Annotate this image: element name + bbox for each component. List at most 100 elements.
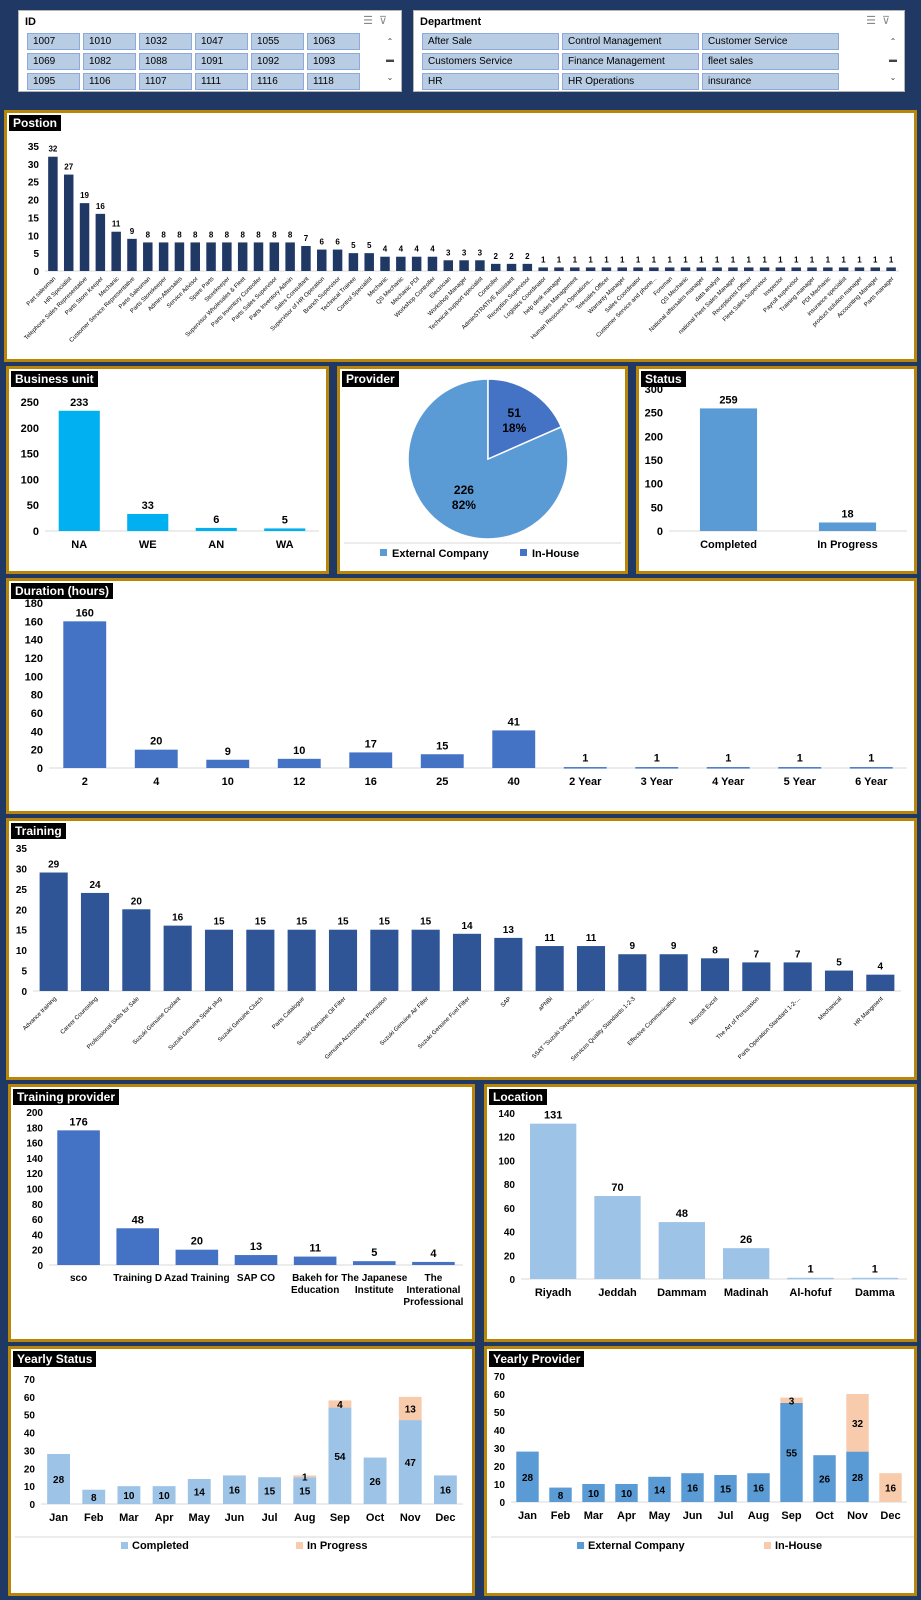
department-slicer-title: Department bbox=[420, 16, 482, 28]
data-label: 1 bbox=[636, 255, 641, 264]
location-panel: Location 0 20 40 60 80 100 120 140 131 Riyadh 70 Je… bbox=[484, 1084, 917, 1342]
department-slicer-item[interactable]: Customers Service bbox=[422, 53, 559, 70]
id-slicer: ID ☰⊽ 1007 1010 1032 1047 1055 1063 1069 1082 10… bbox=[18, 10, 402, 92]
id-slicer-item[interactable]: 1055 bbox=[251, 33, 304, 50]
id-slicer-item[interactable]: 1106 bbox=[83, 73, 136, 90]
department-slicer-item[interactable]: insurance bbox=[702, 73, 839, 90]
id-slicer-item[interactable]: 1092 bbox=[251, 53, 304, 70]
bar-series1 bbox=[681, 1473, 704, 1502]
category-label: Parts Catalogue bbox=[271, 996, 306, 1031]
department-slicer-item[interactable]: Control Management bbox=[562, 33, 699, 50]
department-slicer-item[interactable]: Finance Management bbox=[562, 53, 699, 70]
bar bbox=[58, 410, 100, 531]
id-slicer-item[interactable]: 1082 bbox=[83, 53, 136, 70]
multi-select-icon[interactable]: ☰ bbox=[866, 15, 882, 27]
bar bbox=[158, 242, 169, 271]
data-label: 2 bbox=[509, 252, 514, 261]
y-tick-label: 15 bbox=[28, 213, 40, 224]
bar bbox=[127, 513, 169, 531]
clear-filter-icon[interactable]: ⊽ bbox=[378, 15, 393, 27]
bar bbox=[535, 946, 564, 991]
data-label: 131 bbox=[544, 1110, 562, 1122]
id-slicer-item[interactable]: 1010 bbox=[83, 33, 136, 50]
data-label: 1 bbox=[747, 255, 752, 264]
bar bbox=[134, 749, 178, 768]
bar bbox=[287, 929, 316, 991]
bar-series1 bbox=[187, 1479, 211, 1504]
id-slicer-item[interactable]: 1069 bbox=[27, 53, 80, 70]
bar bbox=[63, 621, 107, 768]
bar bbox=[617, 267, 627, 271]
y-tick-label: 100 bbox=[25, 671, 43, 683]
data-label: 1 bbox=[797, 753, 803, 765]
bar-series2 bbox=[328, 1400, 352, 1408]
id-slicer-item[interactable]: 1088 bbox=[139, 53, 192, 70]
id-slicer-item[interactable]: 1063 bbox=[307, 33, 360, 50]
data-label: 7 bbox=[795, 949, 801, 960]
y-tick-label: 80 bbox=[32, 1200, 44, 1211]
category-label: Parts manager bbox=[863, 276, 895, 308]
y-tick-label: 100 bbox=[645, 479, 663, 491]
department-slicer-item[interactable]: fleet sales bbox=[702, 53, 839, 70]
category-label: May bbox=[649, 1510, 671, 1522]
y-tick-label: 120 bbox=[498, 1133, 515, 1144]
category-label: Nov bbox=[847, 1510, 869, 1522]
id-slicer-item[interactable]: 1047 bbox=[195, 33, 248, 50]
bar bbox=[206, 759, 250, 768]
bar bbox=[204, 929, 234, 991]
bar bbox=[427, 256, 438, 271]
data-label: 15 bbox=[420, 917, 432, 928]
department-slicer-item[interactable]: After Sale bbox=[422, 33, 559, 50]
category-label: Bakeh for Education bbox=[291, 1273, 339, 1296]
category-label: Azad Training bbox=[164, 1273, 230, 1284]
data-label: 11 bbox=[112, 220, 121, 229]
bar-series1 bbox=[582, 1484, 605, 1502]
id-slicer-scrollbar[interactable]: ⌃ ▬ ⌄ bbox=[386, 37, 394, 82]
legend-label: Completed bbox=[132, 1540, 189, 1552]
legend-label: In Progress bbox=[307, 1540, 368, 1552]
multi-select-icon[interactable]: ☰ bbox=[363, 15, 379, 27]
id-slicer-item[interactable]: 1118 bbox=[307, 73, 360, 90]
y-tick-label: 180 bbox=[26, 1123, 43, 1134]
clear-filter-icon[interactable]: ⊽ bbox=[881, 15, 896, 27]
y-tick-label: 30 bbox=[24, 1446, 36, 1457]
bar bbox=[783, 962, 812, 991]
data-label: 48 bbox=[132, 1214, 144, 1226]
id-slicer-item[interactable]: 1007 bbox=[27, 33, 80, 50]
department-slicer-item[interactable]: HR Operations bbox=[562, 73, 699, 90]
id-slicer-item[interactable]: 1095 bbox=[27, 73, 80, 90]
bar bbox=[380, 256, 390, 271]
id-slicer-item[interactable]: 1116 bbox=[251, 73, 304, 90]
data-label: 1 bbox=[588, 255, 593, 264]
id-slicer-item[interactable]: 1091 bbox=[195, 53, 248, 70]
category-label: Jan bbox=[518, 1510, 537, 1522]
bar bbox=[79, 203, 90, 271]
bar bbox=[246, 929, 275, 991]
bar bbox=[700, 958, 730, 991]
department-slicer-scrollbar[interactable]: ⌃ ▬ ⌄ bbox=[889, 37, 897, 82]
category-label: Suzuki Genuine Air Filter bbox=[379, 996, 430, 1047]
data-label: 15 bbox=[436, 740, 448, 752]
bar bbox=[838, 267, 849, 271]
bar bbox=[237, 242, 248, 271]
bar bbox=[530, 1123, 577, 1279]
id-slicer-item[interactable]: 1032 bbox=[139, 33, 192, 50]
department-slicer-item[interactable]: HR bbox=[422, 73, 559, 90]
department-slicer-item[interactable]: Customer Service bbox=[702, 33, 839, 50]
data-label: 1 bbox=[731, 255, 736, 264]
bar bbox=[618, 954, 647, 991]
bar bbox=[48, 156, 58, 271]
y-tick-label: 0 bbox=[499, 1498, 505, 1509]
bar bbox=[554, 267, 564, 271]
y-tick-label: 35 bbox=[28, 142, 40, 153]
data-label: 27 bbox=[64, 163, 73, 172]
pie-slice bbox=[487, 378, 563, 461]
id-slicer-item[interactable]: 1111 bbox=[195, 73, 248, 90]
y-tick-label: 25 bbox=[16, 885, 28, 896]
data-label: 16 bbox=[229, 1486, 241, 1497]
data-label: 15 bbox=[264, 1487, 276, 1498]
data-label: 28 bbox=[522, 1473, 534, 1484]
id-slicer-item[interactable]: 1107 bbox=[139, 73, 192, 90]
data-label: 1 bbox=[807, 1264, 813, 1276]
id-slicer-item[interactable]: 1093 bbox=[307, 53, 360, 70]
